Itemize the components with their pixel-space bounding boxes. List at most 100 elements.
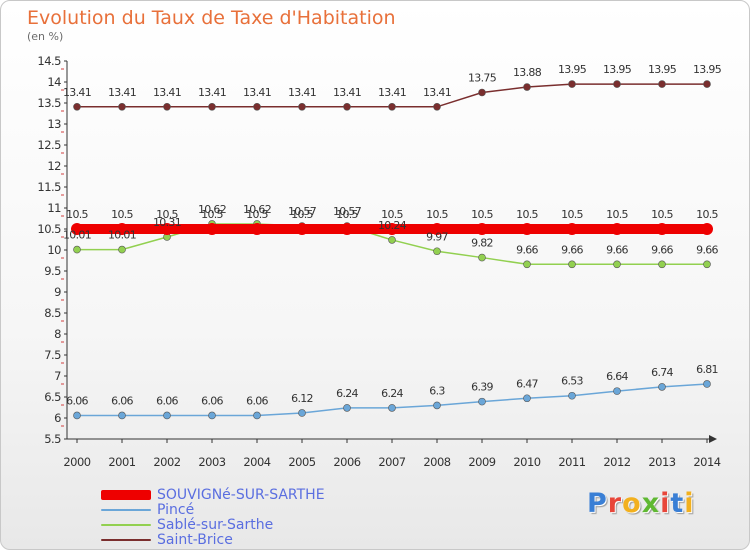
data-point xyxy=(298,102,306,111)
data-label: 10.5 xyxy=(381,208,403,221)
data-point xyxy=(116,223,128,235)
data-point xyxy=(703,80,711,88)
legend-item: Saint-Brice xyxy=(101,531,325,548)
legend-item: Pincé xyxy=(101,502,325,518)
x-axis-arrow xyxy=(709,435,717,443)
y-tick-label: 11 xyxy=(47,201,61,215)
legend-item: SOUVIGNé-SUR-SARTHE xyxy=(101,487,325,503)
data-label: 6.24 xyxy=(381,387,403,400)
y-tick-label: 7.5 xyxy=(44,348,61,362)
data-label: 6.06 xyxy=(201,394,223,407)
data-point xyxy=(388,236,396,244)
data-point xyxy=(701,223,713,235)
data-point xyxy=(613,387,621,395)
data-label: 6.74 xyxy=(651,366,673,379)
x-tick-label: 2012 xyxy=(603,455,630,469)
data-point xyxy=(478,253,486,262)
data-point xyxy=(611,223,623,235)
data-label: 10.62 xyxy=(243,203,271,216)
data-point xyxy=(658,80,666,88)
legend-label: Saint-Brice xyxy=(157,531,233,548)
data-point xyxy=(298,409,306,417)
data-point xyxy=(568,80,576,88)
x-tick-label: 2008 xyxy=(423,455,450,469)
data-label: 10.5 xyxy=(516,208,538,221)
x-tick-label: 2002 xyxy=(153,455,180,469)
y-tick-label: 10.5 xyxy=(37,222,61,236)
data-label: 6.06 xyxy=(111,394,133,407)
data-label: 10.24 xyxy=(378,219,407,232)
y-tick-label: 6.5 xyxy=(44,390,61,404)
x-tick-label: 2014 xyxy=(693,455,720,469)
x-tick-label: 2004 xyxy=(243,455,270,469)
data-label: 10.57 xyxy=(288,205,317,218)
data-label: 10.5 xyxy=(156,208,178,221)
y-tick-label: 10 xyxy=(47,243,61,257)
y-tick-label: 8 xyxy=(54,327,61,341)
x-tick-label: 2011 xyxy=(558,455,585,469)
data-label: 13.41 xyxy=(288,86,316,99)
data-label: 13.41 xyxy=(243,86,271,99)
data-label: 13.41 xyxy=(153,86,181,99)
data-label: 10.5 xyxy=(201,208,223,221)
proxiti-logo: Proxiti xyxy=(587,488,695,519)
legend-item: Sablé-sur-Sarthe xyxy=(101,517,325,533)
data-label: 6.06 xyxy=(246,394,268,407)
data-label: 10.62 xyxy=(198,203,226,216)
data-point xyxy=(208,102,216,111)
data-point xyxy=(433,102,441,111)
chart-legend: SOUVIGNé-SUR-SARTHE Pincé Sablé-sur-Sarthe… xyxy=(101,487,325,548)
y-tick-label: 9.5 xyxy=(44,264,61,278)
data-label: 13.95 xyxy=(648,63,677,76)
data-point xyxy=(433,401,441,410)
data-label: 9.82 xyxy=(471,237,493,250)
x-tick-label: 2000 xyxy=(63,455,90,469)
data-point xyxy=(523,83,531,91)
data-point xyxy=(478,88,486,97)
data-point xyxy=(343,404,351,412)
data-point xyxy=(523,260,531,269)
data-point xyxy=(658,383,666,391)
logo-letter: o xyxy=(622,488,642,519)
data-label: 13.41 xyxy=(378,86,406,99)
data-label: 10.5 xyxy=(291,208,313,221)
data-point xyxy=(73,411,81,420)
legend-swatch xyxy=(101,489,151,500)
data-point xyxy=(118,411,126,420)
data-label: 13.95 xyxy=(693,63,722,76)
data-point xyxy=(341,223,353,235)
data-label: 10.31 xyxy=(153,216,181,229)
data-label: 9.66 xyxy=(606,243,628,256)
data-point xyxy=(431,223,443,235)
data-point xyxy=(251,223,263,235)
y-tick-label: 12.5 xyxy=(37,138,61,152)
chart-unit-label: (en %) xyxy=(27,30,64,43)
logo-letter: i xyxy=(684,488,695,519)
data-point xyxy=(613,80,621,88)
data-label: 6.81 xyxy=(696,363,718,376)
data-point xyxy=(433,247,441,256)
data-label: 6.39 xyxy=(471,381,493,394)
data-point xyxy=(118,245,126,254)
y-tick-label: 5.5 xyxy=(44,432,61,446)
data-label: 10.5 xyxy=(336,208,358,221)
logo-letter: t xyxy=(670,488,685,519)
legend-swatch xyxy=(101,538,151,541)
y-tick-label: 13 xyxy=(47,117,61,131)
data-label: 10.57 xyxy=(333,205,362,218)
data-label: 6.06 xyxy=(66,394,88,407)
data-point xyxy=(568,391,576,400)
data-point xyxy=(163,411,171,420)
data-label: 10.5 xyxy=(111,208,133,221)
x-tick-label: 2001 xyxy=(108,455,135,469)
data-label: 13.41 xyxy=(63,86,91,99)
data-point xyxy=(253,102,261,111)
data-label: 13.41 xyxy=(333,86,361,99)
data-label: 6.47 xyxy=(516,377,538,390)
data-point xyxy=(388,102,396,111)
y-tick-label: 6 xyxy=(54,411,61,425)
y-tick-label: 9 xyxy=(54,285,61,299)
data-point xyxy=(388,404,396,412)
x-tick-label: 2006 xyxy=(333,455,360,469)
x-tick-label: 2005 xyxy=(288,455,315,469)
